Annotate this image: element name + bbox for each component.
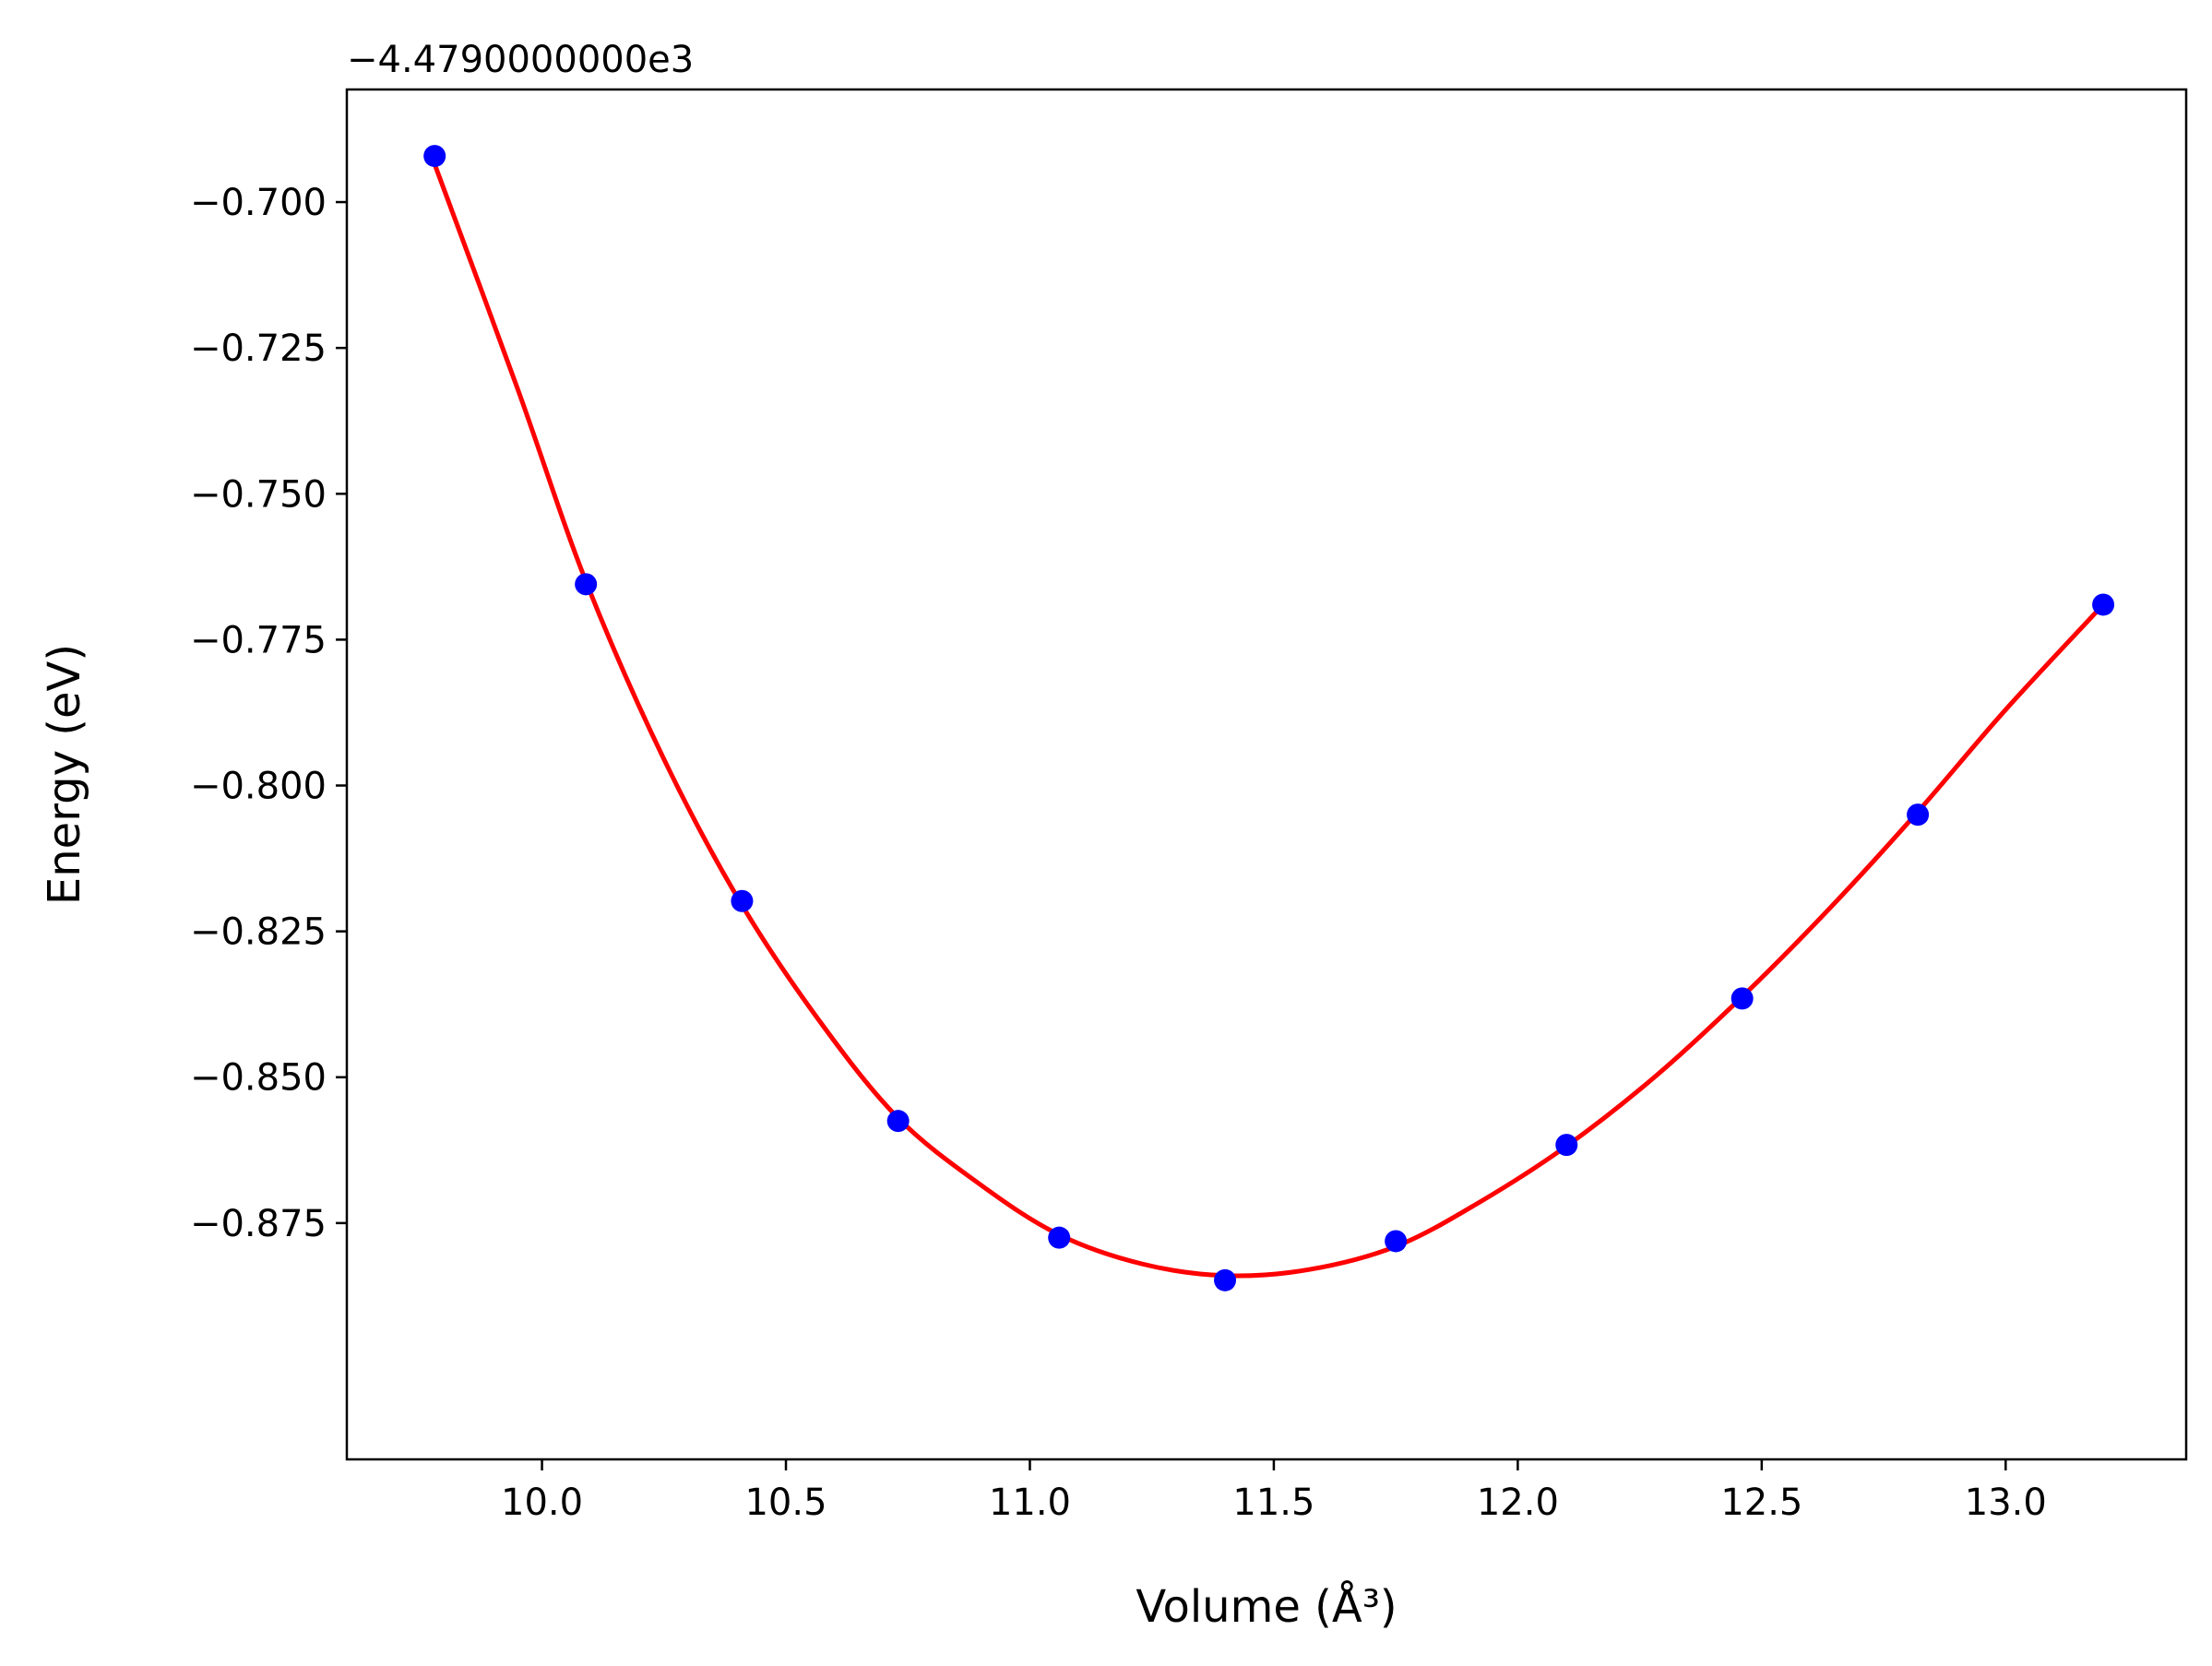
data-points-layer [423,145,2115,1291]
y-axis-title: Energy (eV) [39,644,90,905]
y-tick-label: −0.800 [190,766,327,808]
data-point [575,573,598,596]
y-tick-label: −0.700 [190,182,327,224]
data-point [1214,1268,1237,1291]
x-tick-label: 12.0 [1477,1482,1559,1524]
x-tick-label: 13.0 [1965,1482,2047,1524]
x-axis-ticks: 10.0 10.5 11.0 11.5 12.0 12.5 13.0 [501,1459,2047,1524]
y-axis-offset-label: −4.4790000000e3 [347,39,694,81]
plot-frame [345,88,2188,1461]
data-point [1730,987,1754,1010]
y-tick-label: −0.875 [190,1203,327,1245]
x-tick-label: 11.5 [1232,1482,1314,1524]
y-axis-ticks: −0.700 −0.725 −0.750 −0.775 −0.800 −0.825 −0.8… [190,182,347,1245]
data-point [1907,803,1930,827]
x-tick-label: 10.0 [501,1482,583,1524]
y-tick-label: −0.775 [190,619,327,661]
x-tick-label: 12.5 [1720,1482,1802,1524]
x-tick-label: 11.0 [989,1482,1071,1524]
data-point [1385,1230,1408,1253]
y-tick-label: −0.750 [190,473,327,516]
data-point [886,1110,910,1133]
fit-curve [432,163,2105,1279]
fit-curve-layer [432,163,2105,1279]
y-tick-label: −0.825 [190,911,327,954]
y-tick-label: −0.725 [190,327,327,370]
data-point [423,145,446,168]
x-axis-title: Volume (Å³) [1136,1580,1397,1633]
x-tick-label: 10.5 [744,1482,827,1524]
data-point [1048,1226,1071,1249]
y-tick-label: −0.850 [190,1057,327,1100]
data-point [2092,593,2115,616]
data-point [1555,1134,1578,1157]
data-point [731,889,754,912]
